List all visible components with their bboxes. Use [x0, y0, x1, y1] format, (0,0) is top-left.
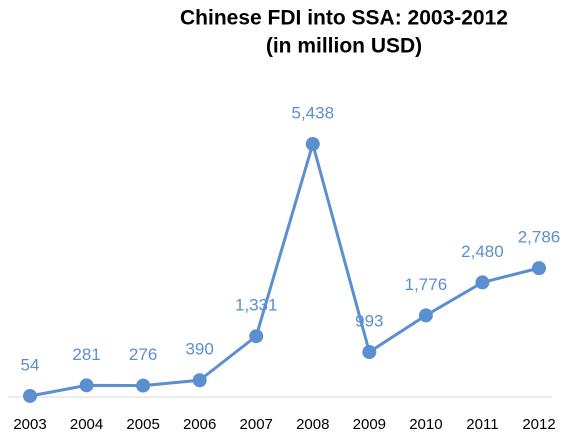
data-point: [532, 261, 546, 276]
data-point: [362, 345, 377, 360]
data-label: 1,331: [235, 296, 278, 315]
x-tick-label: 2006: [183, 416, 216, 433]
x-tick-label: 2005: [126, 416, 159, 433]
data-point: [23, 388, 37, 403]
data-point: [418, 308, 433, 323]
data-point: [249, 329, 264, 344]
x-tick-label: 2010: [409, 416, 442, 433]
x-tick-label: 2009: [353, 416, 386, 433]
x-tick-label: 2007: [240, 416, 273, 433]
data-point: [192, 373, 207, 388]
x-tick-label: 2012: [522, 416, 555, 433]
data-point: [79, 378, 94, 393]
x-tick-label: 2004: [70, 416, 103, 433]
data-label: 993: [355, 312, 383, 331]
chart-title: Chinese FDI into SSA: 2003-2012: [180, 7, 508, 30]
data-label: 5,438: [292, 103, 335, 122]
data-label: 1,776: [405, 275, 448, 294]
data-label: 390: [185, 340, 213, 359]
chart-subtitle: (in million USD): [266, 35, 422, 58]
data-line: [29, 142, 540, 398]
data-label: 276: [129, 345, 157, 364]
data-point: [305, 137, 320, 151]
data-point: [475, 275, 490, 290]
x-tick-label: 2003: [13, 416, 46, 433]
data-point: [136, 378, 151, 393]
data-label: 281: [72, 345, 100, 364]
data-label: 2,786: [518, 228, 561, 247]
x-tick-label: 2008: [296, 416, 329, 433]
data-label: 2,480: [461, 242, 504, 261]
data-label: 54: [21, 355, 40, 374]
x-tick-label: 2011: [466, 416, 498, 433]
